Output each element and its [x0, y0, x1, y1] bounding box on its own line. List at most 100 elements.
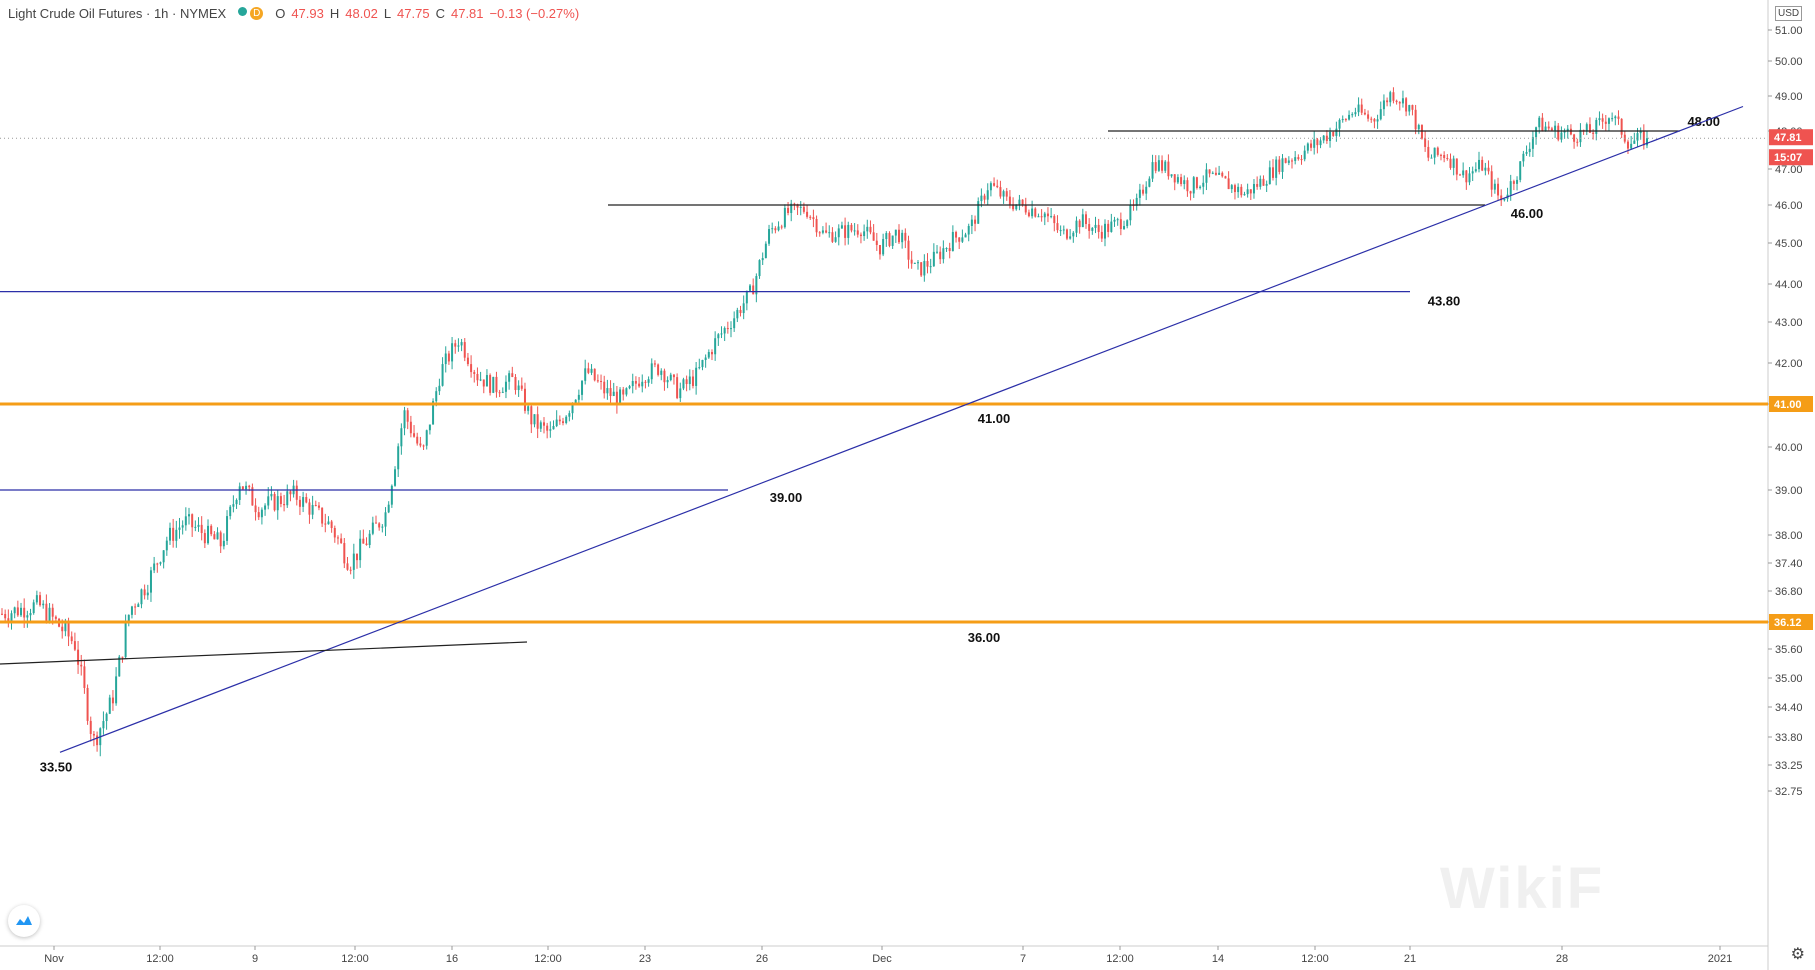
candle-body [143, 589, 146, 596]
candle-body [831, 232, 834, 242]
candle-body [1008, 196, 1011, 205]
gear-icon[interactable]: ⚙ [1790, 946, 1805, 963]
candle-body [999, 187, 1002, 197]
candle-body [939, 251, 942, 260]
candle-body [463, 342, 466, 358]
candle-body [752, 285, 755, 295]
candle-body [926, 261, 929, 267]
symbol-title[interactable]: Light Crude Oil Futures · 1h · NYMEX [8, 6, 227, 21]
candle-body [1148, 178, 1151, 187]
candle-body [149, 570, 152, 593]
candle-body [460, 342, 463, 346]
candle-body [771, 228, 774, 230]
currency-label[interactable]: USD [1775, 6, 1803, 21]
candle-body [951, 231, 954, 251]
candle-body [447, 353, 450, 362]
candle-body [394, 469, 397, 486]
y-tick-label: 33.25 [1775, 760, 1803, 772]
candle-body [1620, 118, 1623, 135]
candle-body [134, 606, 137, 608]
candle-body [568, 413, 571, 417]
candle-body [1433, 147, 1436, 158]
x-tick-label: 26 [756, 953, 768, 965]
candle-body [194, 526, 197, 528]
candle-body [283, 504, 286, 506]
open-value: 47.93 [291, 6, 324, 21]
candle-body [974, 219, 977, 224]
candle-body [917, 262, 920, 264]
candle-body [1614, 116, 1617, 119]
candle-body [70, 636, 73, 642]
candle-body [695, 367, 698, 386]
candle-body [1367, 114, 1370, 119]
candle-body [362, 538, 365, 544]
candle-body [1554, 125, 1557, 131]
candle-body [1462, 170, 1465, 176]
level-label-41.00: 41.00 [978, 411, 1011, 426]
candle-body [381, 526, 384, 528]
candle-body [698, 367, 701, 369]
candle-body [96, 735, 99, 746]
candle-body [682, 379, 685, 389]
candle-body [587, 368, 590, 373]
candle-body [108, 697, 111, 714]
candle-body [1024, 204, 1027, 213]
candle-body [1354, 112, 1357, 115]
candle-body [837, 228, 840, 238]
candle-body [1084, 214, 1087, 225]
candle-body [77, 649, 80, 665]
x-tick-label: 12:00 [1106, 953, 1134, 965]
candle-body [1297, 157, 1300, 160]
candle-body [562, 421, 565, 424]
x-tick-label: 16 [446, 953, 458, 965]
candle-body [717, 334, 720, 339]
y-tick-label: 42.00 [1775, 358, 1803, 370]
candle-body [764, 243, 767, 259]
y-tick-label: 39.00 [1775, 485, 1803, 497]
candle-body [742, 303, 745, 314]
candle-body [1218, 172, 1221, 175]
candle-body [666, 379, 669, 383]
candle-body [1031, 208, 1034, 217]
candle-body [552, 426, 555, 430]
candle-body [203, 533, 206, 544]
candle-body [1012, 204, 1015, 210]
candle-body [1211, 172, 1214, 174]
candle-body [333, 528, 336, 538]
candle-body [1528, 148, 1531, 153]
candle-body [530, 406, 533, 425]
candle-body [1579, 129, 1582, 143]
y-tick-label: 44.00 [1775, 279, 1803, 291]
candle-body [897, 229, 900, 243]
candle-body [1395, 100, 1398, 103]
left-support-line [0, 641, 528, 665]
candle-body [1195, 177, 1198, 189]
candle-body [799, 206, 802, 208]
candle-body [1493, 183, 1496, 190]
candle-body [1002, 191, 1005, 197]
candle-body [1585, 124, 1588, 132]
candle-body [80, 664, 83, 667]
candle-body [1294, 157, 1297, 161]
candle-body [758, 260, 761, 277]
candle-body [1300, 159, 1303, 161]
axis-badge-47.81 [1769, 129, 1813, 146]
candle-body [539, 422, 542, 429]
candle-body [777, 226, 780, 231]
level-label-39.00: 39.00 [770, 490, 803, 505]
x-tick-label: 7 [1020, 953, 1026, 965]
tradingview-logo-icon[interactable] [8, 905, 40, 937]
y-tick-label: 36.80 [1775, 586, 1803, 598]
candle-body [1550, 128, 1553, 131]
y-tick-label: 32.75 [1775, 786, 1803, 798]
candle-body [1069, 236, 1072, 239]
candle-body [907, 240, 910, 260]
level-label-36.00: 36.00 [968, 630, 1001, 645]
candle-body [61, 626, 64, 632]
candle-body [343, 543, 346, 564]
candle-body [508, 373, 511, 382]
candle-body [29, 613, 32, 616]
candle-body [314, 505, 317, 507]
candle-body [1243, 194, 1246, 196]
